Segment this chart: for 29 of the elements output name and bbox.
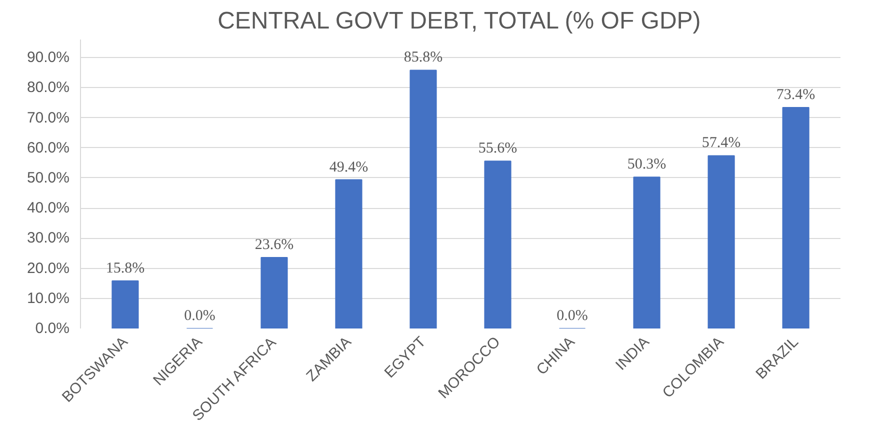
- data-label: 73.4%: [776, 87, 816, 104]
- bar: [782, 107, 810, 328]
- data-label: 85.8%: [404, 50, 443, 66]
- bar: [260, 256, 288, 328]
- bar: [708, 155, 735, 328]
- y-tick-label: 30.0%: [26, 230, 70, 247]
- data-label: 15.8%: [106, 260, 145, 276]
- data-label: 55.6%: [478, 140, 518, 157]
- chart-title: CENTRAL GOVT DEBT, TOTAL (% OF GDP): [218, 8, 701, 34]
- data-label: 57.4%: [702, 135, 741, 152]
- bar: [112, 280, 139, 328]
- y-tick-label: 50.0%: [26, 169, 70, 186]
- bar: [335, 179, 362, 328]
- y-tick-label: 20.0%: [26, 260, 70, 277]
- y-tick-label: 40.0%: [26, 200, 70, 217]
- bar: [484, 160, 512, 328]
- data-label: 49.4%: [329, 159, 368, 176]
- data-label: 50.3%: [627, 156, 666, 173]
- y-tick-label: 90.0%: [26, 49, 70, 66]
- y-tick-label: 60.0%: [26, 139, 70, 156]
- y-tick-label: 70.0%: [26, 109, 70, 126]
- bar: [633, 176, 660, 328]
- data-label: 23.6%: [254, 236, 294, 253]
- data-label: 0.0%: [184, 308, 216, 324]
- y-tick-label: 80.0%: [26, 79, 70, 96]
- data-label: 0.0%: [556, 308, 588, 324]
- y-tick-label: 0.0%: [35, 320, 70, 337]
- bar: [410, 70, 437, 328]
- y-tick-label: 10.0%: [26, 290, 70, 307]
